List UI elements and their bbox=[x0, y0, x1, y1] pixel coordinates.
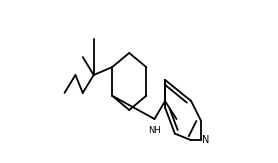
Text: NH: NH bbox=[148, 126, 161, 134]
Text: N: N bbox=[202, 135, 210, 145]
